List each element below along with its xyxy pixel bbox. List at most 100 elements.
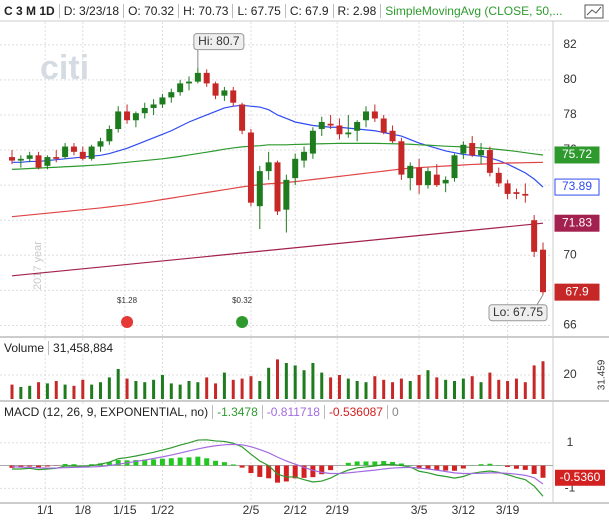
volume-bar (293, 365, 297, 399)
volume-bar (90, 384, 94, 399)
macd-title: MACD (12, 26, 9, EXPONENTIAL, no) (4, 404, 209, 419)
histogram-bar (71, 464, 77, 466)
macd-line (12, 439, 544, 497)
candle-body (522, 193, 529, 196)
lo-label: Lo: 67.75 (493, 305, 543, 319)
volume-bar (205, 377, 209, 399)
volume-bar (143, 382, 147, 399)
volume-bar (240, 378, 244, 399)
histogram-bar (204, 458, 210, 466)
histogram-bar (159, 458, 165, 466)
candle-body (486, 150, 493, 173)
candle-body (424, 171, 431, 186)
volume-bar (37, 382, 41, 399)
candle-body (9, 157, 15, 161)
header-field: L: 67.75 (232, 4, 284, 18)
histogram-bar (345, 462, 351, 466)
histogram-last-label: -0.5360 (560, 470, 601, 484)
volume-bar (267, 367, 271, 399)
histogram-bar (266, 465, 272, 479)
volume-bar (222, 372, 226, 399)
candle-body (504, 183, 511, 194)
candle-body (495, 172, 502, 184)
candle-body (407, 165, 414, 179)
candle-body (540, 249, 546, 293)
volume-bar (45, 383, 49, 399)
volume-bar (506, 381, 510, 399)
symbol[interactable]: C 3 M 1D (4, 4, 55, 18)
candle-body (230, 90, 237, 103)
ma-last-value: 75.72 (562, 147, 592, 161)
histogram-bar (390, 461, 396, 466)
candle-body (292, 158, 299, 179)
macd-line (11, 443, 544, 485)
moving-average (12, 104, 544, 188)
candle-body (309, 130, 316, 154)
histogram-bar (44, 465, 50, 467)
event-label: $1.28 (117, 296, 138, 305)
histogram-bar (381, 461, 387, 466)
histogram-bar (443, 465, 449, 471)
year-watermark: 2017 year (32, 241, 44, 290)
event-marker[interactable] (121, 316, 134, 328)
histogram-bar (106, 462, 112, 466)
event-marker[interactable] (236, 316, 249, 328)
y-tick-label: 66 (563, 318, 577, 332)
chart-icon[interactable] (584, 4, 604, 19)
histogram-bar (9, 465, 15, 468)
volume-bar (160, 375, 164, 399)
histogram-bar (478, 464, 484, 466)
volume-bar (470, 376, 474, 399)
histogram-bar (319, 465, 325, 475)
candle-body (513, 192, 520, 194)
volume-bar (364, 382, 368, 399)
volume-bar (399, 378, 403, 399)
y-tick-label: -1 (565, 481, 576, 495)
histogram-bar (487, 463, 493, 466)
histogram-bar (168, 458, 174, 466)
candle-body (380, 118, 387, 133)
histogram-bar (372, 461, 378, 466)
header-field: C: 67.9 (284, 4, 333, 18)
histogram-bar (434, 465, 440, 471)
volume-last-label: 31.459 (597, 359, 608, 390)
histogram-bar (354, 461, 360, 466)
histogram-bar (27, 465, 33, 467)
volume-bar (125, 378, 129, 399)
histogram-bar (310, 465, 316, 478)
histogram-bar (416, 465, 422, 469)
volume-bar (444, 379, 448, 399)
ma-last-value: 73.89 (562, 179, 592, 193)
candle-body (106, 129, 113, 142)
histogram-bar (328, 465, 334, 471)
watermark: citi (40, 49, 89, 87)
histogram-value: -0.536087 (323, 404, 387, 419)
volume-bar (373, 376, 377, 399)
candle-body (53, 157, 60, 159)
histogram-bar (248, 465, 254, 474)
moving-average (11, 142, 544, 170)
volume-bar (391, 382, 395, 399)
histogram-last-box (555, 469, 605, 486)
volume-bar (532, 365, 536, 399)
header-field: D: 3/23/18 (58, 4, 123, 18)
macd-header: MACD (12, 26, 9, EXPONENTIAL, no) -1.347… (4, 404, 403, 419)
histogram-bar (363, 461, 369, 466)
volume-bar (337, 375, 341, 399)
x-tick-label: 1/1 (37, 503, 54, 517)
histogram-bar (513, 465, 519, 469)
volume-bar (54, 381, 58, 399)
candle-body (256, 171, 263, 207)
candle-body (354, 121, 361, 131)
ma-last-value: 71.83 (562, 215, 592, 229)
candle-body (460, 144, 467, 154)
close-value-box (554, 283, 600, 301)
candle-body (327, 123, 334, 126)
candle-body (17, 158, 24, 161)
candle-body (265, 162, 272, 172)
histogram-bar (89, 464, 95, 466)
volume-bar (541, 361, 545, 399)
ma-last-value-box (554, 178, 600, 196)
histogram-bar (142, 459, 148, 466)
